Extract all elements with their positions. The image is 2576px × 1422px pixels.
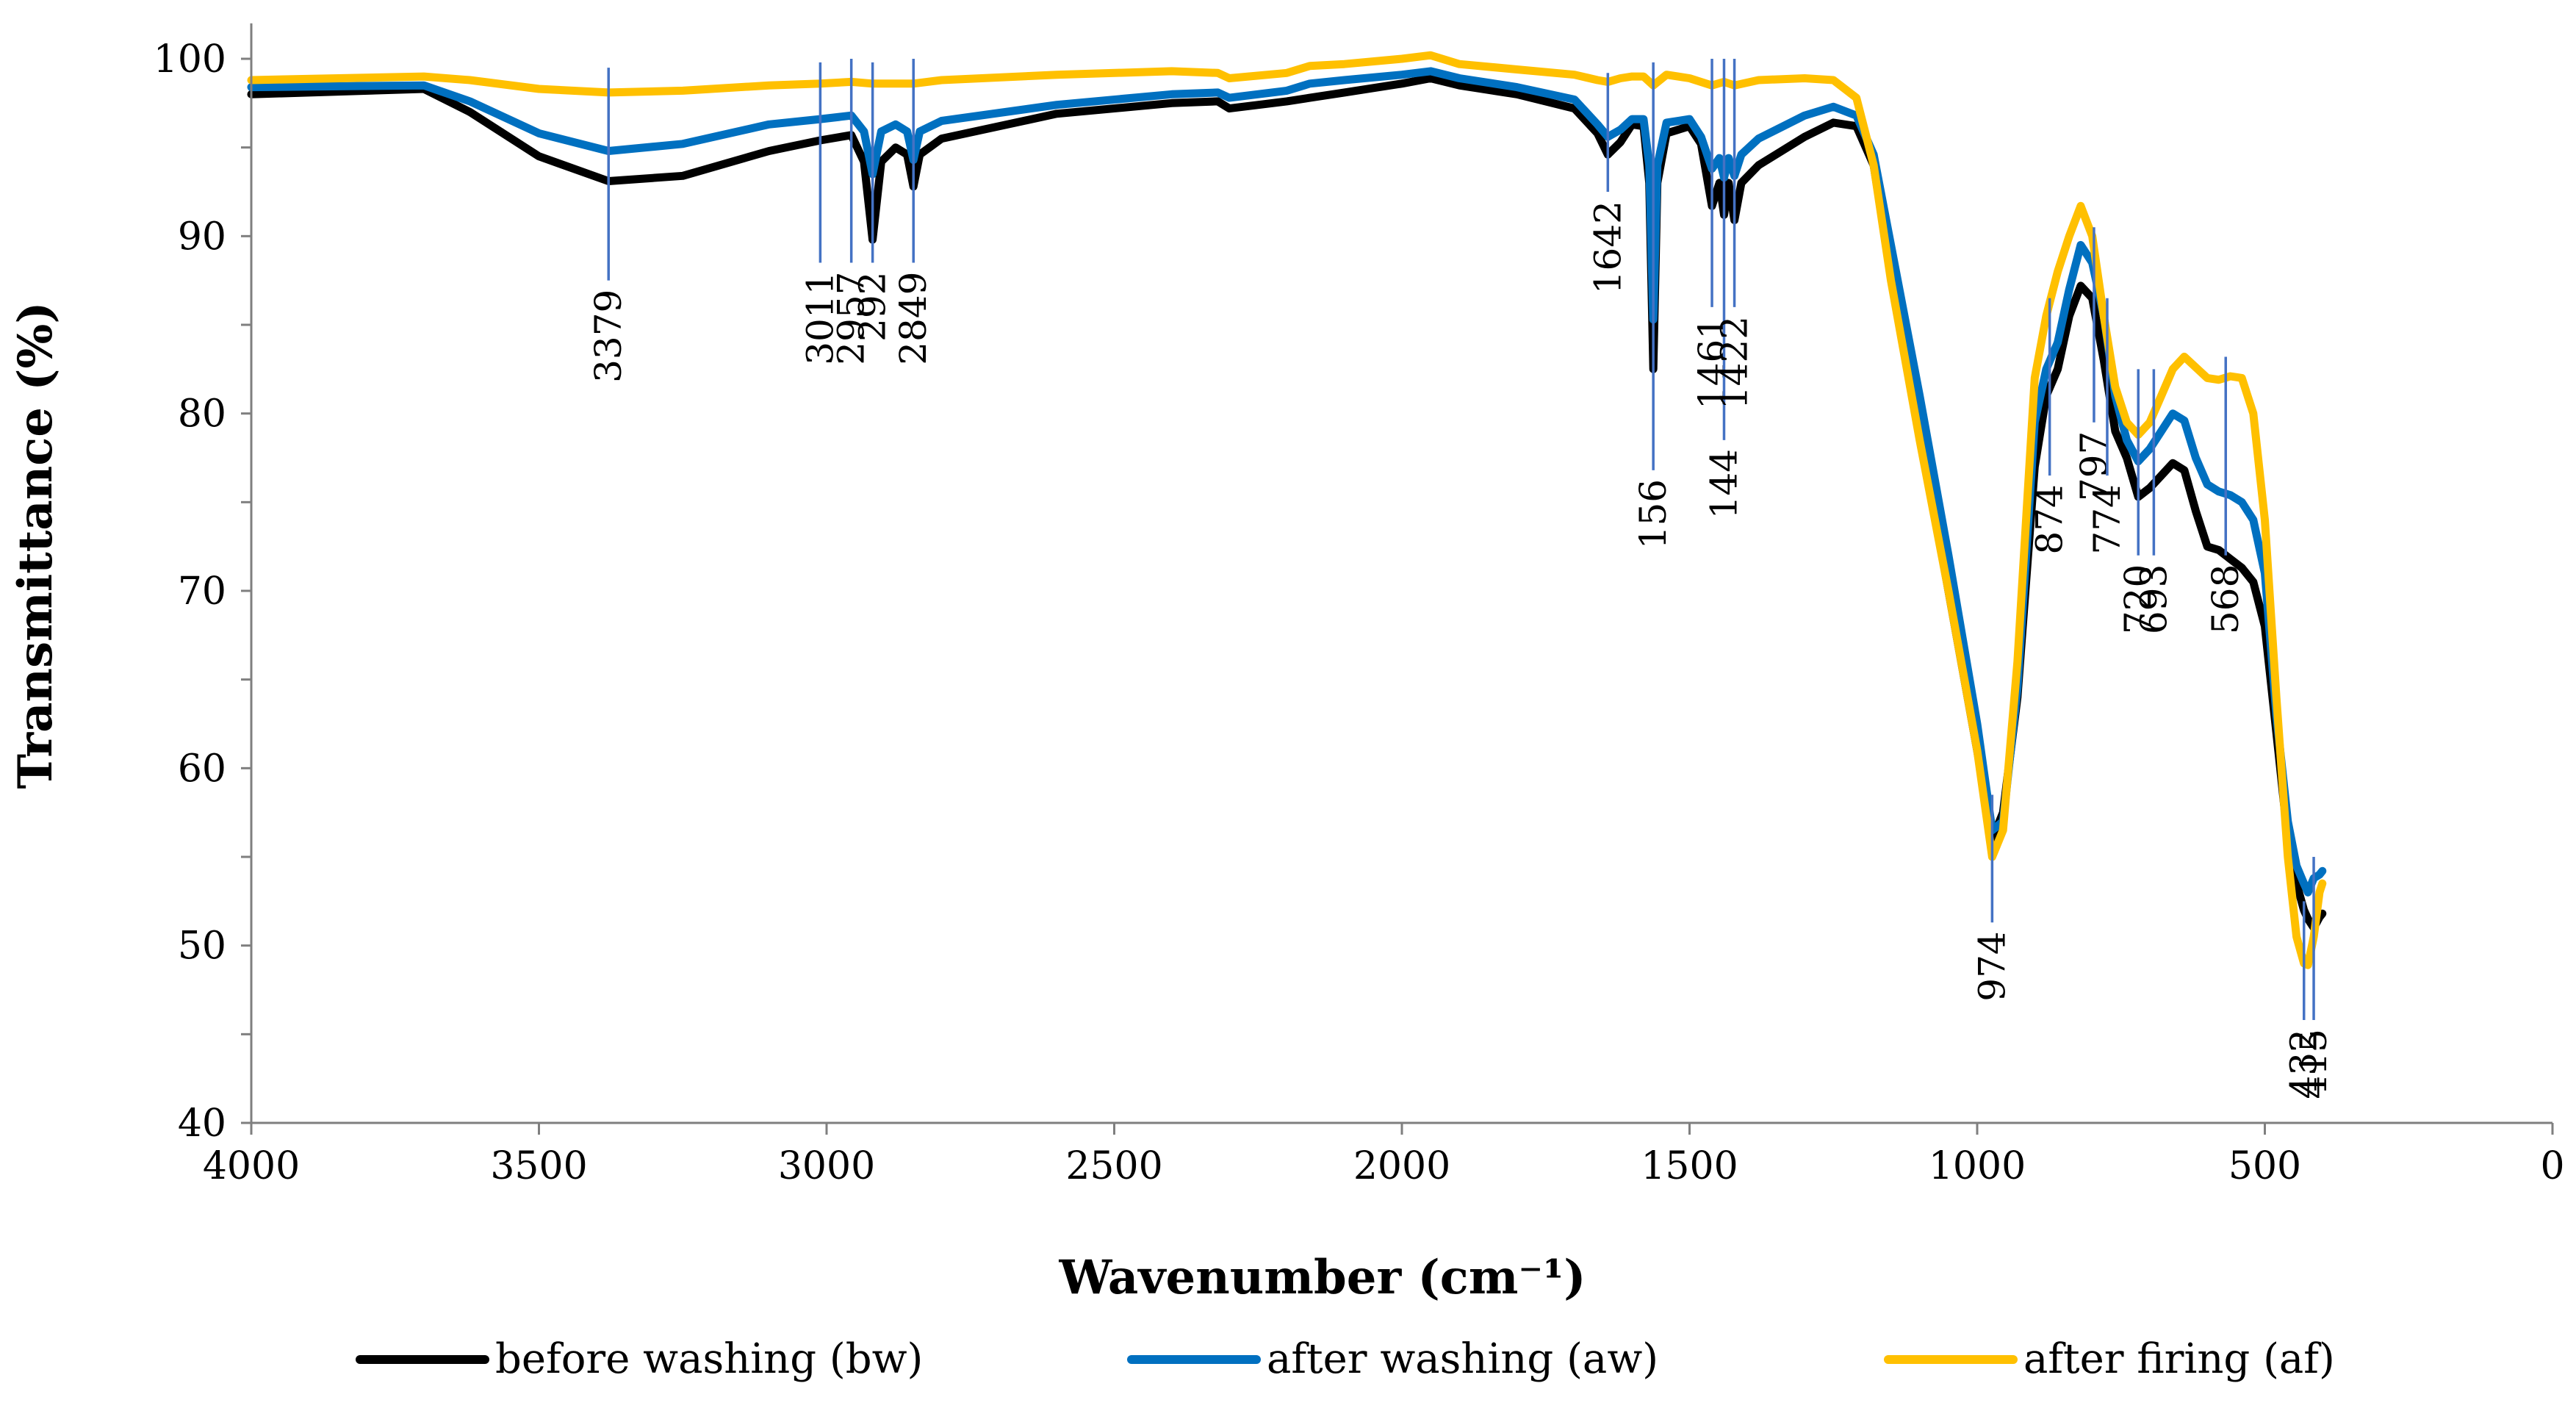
peak-label: 2849	[892, 272, 935, 365]
y-tick-label: 40	[178, 1102, 226, 1146]
peak-label: 156	[1632, 479, 1674, 549]
legend: before washing (bw) after washing (aw) aft…	[356, 1335, 2335, 1383]
legend-label-1: before washing (bw)	[495, 1335, 923, 1383]
series-line-2	[247, 67, 2327, 897]
y-tick-label: 60	[178, 747, 226, 791]
x-tick-label: 2500	[1065, 1144, 1162, 1188]
peak-label: 144	[1702, 449, 1745, 519]
y-tick-label: 90	[178, 215, 226, 259]
x-tick-label: 500	[2228, 1144, 2301, 1188]
x-tick-label: 3000	[778, 1144, 875, 1188]
peak-label: 1422	[1713, 316, 1756, 409]
series-line-3	[247, 51, 2327, 969]
axes: 40 50 60 70 80 90 100 4000 3500 3000 2500 2000 1500…	[154, 23, 2565, 1188]
peak-label: 2957	[830, 272, 873, 365]
series-line-1	[247, 74, 2327, 932]
legend-label-2: after washing (aw)	[1267, 1335, 1658, 1383]
series-layer	[247, 51, 2327, 969]
y-ticks: 40 50 60 70 80 90 100	[154, 37, 251, 1146]
legend-label-3: after firing (af)	[2023, 1335, 2335, 1383]
y-tick-label: 70	[178, 570, 226, 614]
x-tick-label: 0	[2540, 1144, 2564, 1188]
x-ticks: 4000 3500 3000 2500 2000 1500 1000 500 0	[203, 1123, 2565, 1188]
x-tick-label: 4000	[203, 1144, 300, 1188]
peak-label: 874	[2029, 484, 2071, 554]
x-axis-title: Wavenumber (cm⁻¹)	[1059, 1250, 1586, 1305]
peak-label: 1461	[1691, 316, 1733, 409]
peak-label: 432	[2283, 1029, 2325, 1099]
y-axis-title: Transmittance (%)	[8, 301, 63, 789]
x-tick-label: 1000	[1929, 1144, 2026, 1188]
peak-label: 3379	[587, 290, 630, 383]
y-tick-label: 80	[178, 392, 226, 437]
peak-label: 415	[2292, 1029, 2335, 1099]
x-tick-label: 3500	[490, 1144, 587, 1188]
peak-label: 568	[2204, 564, 2247, 634]
peak-label: 774	[2086, 484, 2129, 554]
y-tick-label: 100	[154, 37, 226, 82]
peak-label: 292	[852, 272, 894, 342]
y-tick-label: 50	[178, 924, 226, 969]
peak-label: 974	[1971, 931, 2013, 1001]
peak-label: 3011	[799, 272, 841, 365]
peak-label: 720	[2117, 564, 2159, 634]
x-tick-label: 1500	[1641, 1144, 1738, 1188]
peak-label: 693	[2132, 564, 2175, 634]
peak-label: 1642	[1586, 201, 1629, 294]
x-tick-label: 2000	[1353, 1144, 1450, 1188]
